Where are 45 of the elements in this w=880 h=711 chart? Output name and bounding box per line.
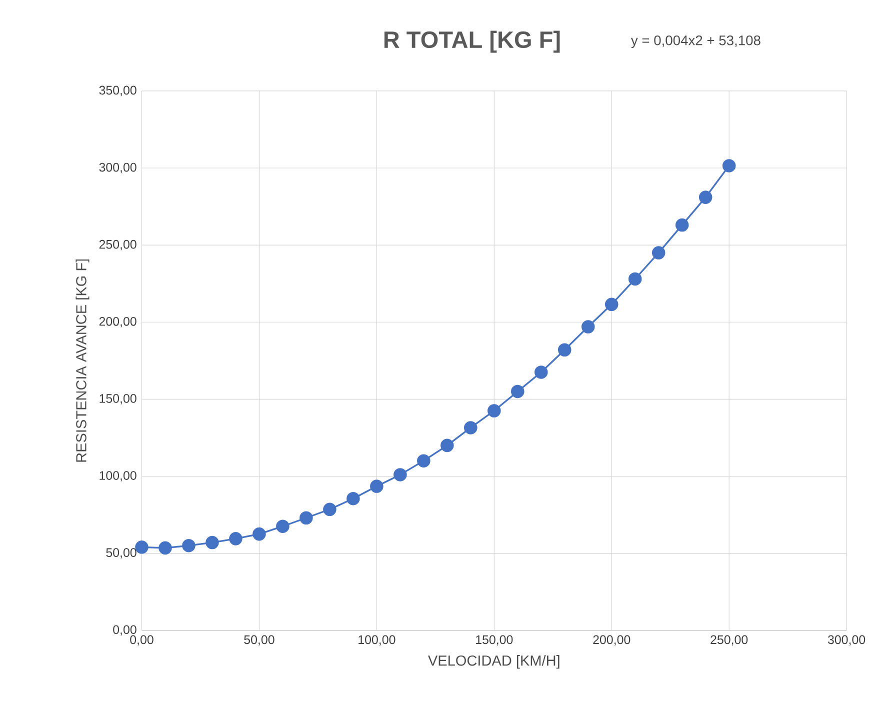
point [417,454,430,468]
point [323,502,336,516]
point [229,532,242,546]
x-tick-label: 300,00 [828,635,866,646]
point [346,492,360,506]
y-tick-label: 150,00 [100,394,136,404]
point [206,536,219,550]
point [182,538,196,552]
point [652,246,666,260]
point [158,541,172,555]
chart-title: R TOTAL [KG F] [384,30,560,53]
point [558,343,572,356]
point [440,438,454,452]
x-tick-label: 200,00 [593,635,630,646]
y-tick-label: 50,00 [106,548,136,558]
x-tick-label: 100,00 [358,635,396,646]
y-tick-label: 0,00 [113,625,136,636]
y-tick-label: 200,00 [99,316,136,328]
point [604,298,618,312]
y-tick-label: 300,00 [99,162,136,174]
point [675,218,689,232]
point [698,190,712,204]
x-tick-label: 250,00 [710,635,748,646]
x-tick-label: 0,00 [130,635,154,646]
point [464,421,478,434]
point [300,511,313,524]
point [394,468,407,482]
y-axis-title: RESISTENCIA AVANCE [KG F] [76,259,90,462]
y-tick-label: 250,00 [99,240,136,250]
y-tick-label: 100,00 [100,471,136,482]
text: y = 0,004x2 + 53,108 [630,35,760,48]
point [581,320,595,334]
point [722,159,736,172]
point [628,272,642,286]
point [370,480,384,493]
point [252,527,266,541]
point [276,520,290,533]
y-tick-label: 350,00 [99,86,136,96]
point [488,404,501,418]
x-tick-label: 50,00 [244,635,274,646]
x-axis-title: VELOCIDAD [KM/H] [428,655,560,669]
point [510,384,524,398]
point [135,540,148,554]
x-tick-label: 150,00 [476,635,513,646]
point [534,366,548,379]
